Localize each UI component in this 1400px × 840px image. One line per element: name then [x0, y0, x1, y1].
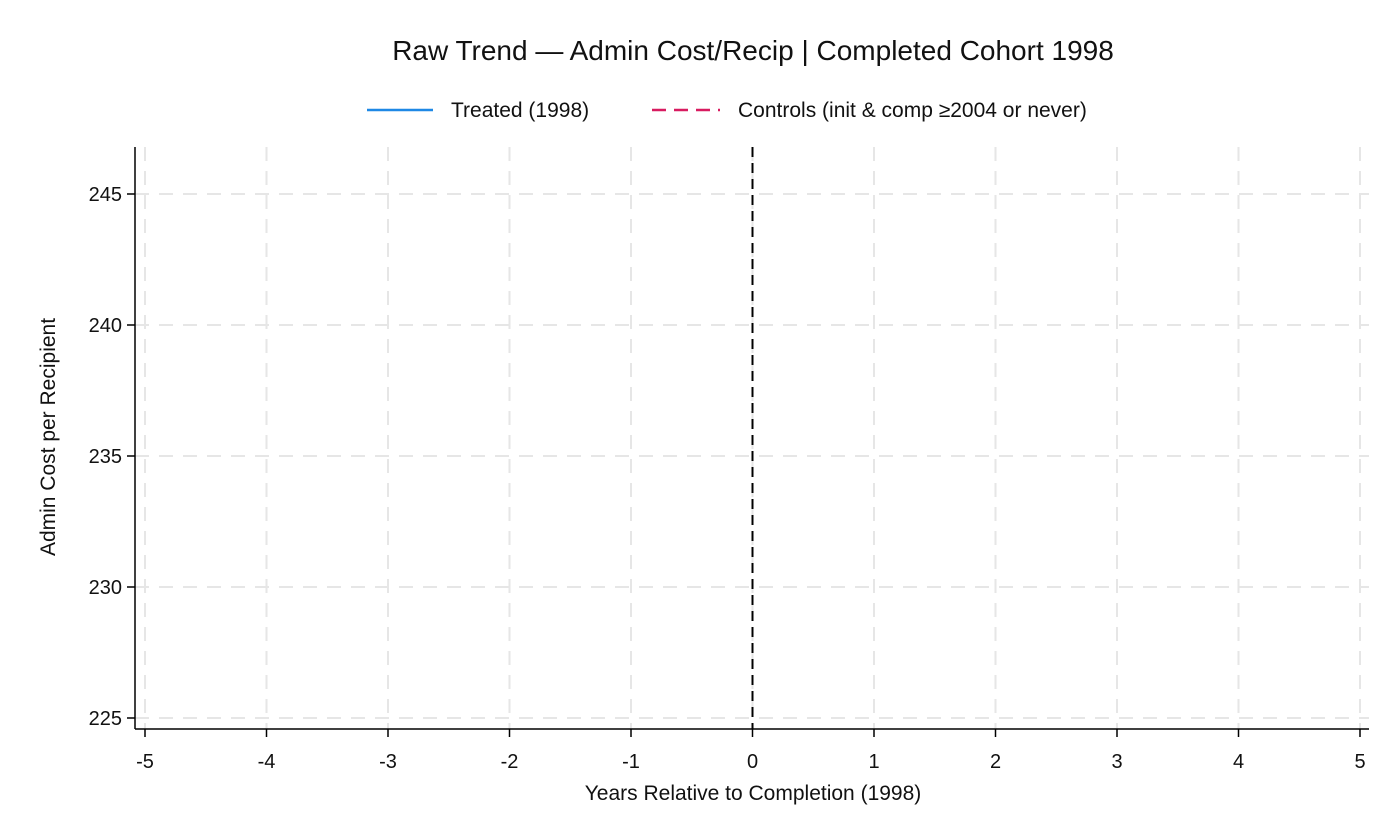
y-tick-label: 240: [89, 315, 122, 337]
y-axis-title: Admin Cost per Recipient: [37, 318, 60, 556]
x-tick-label: -1: [622, 751, 640, 773]
y-tick-label: 235: [89, 446, 122, 468]
x-tick-label: 0: [747, 751, 758, 773]
x-tick-label: 2: [990, 751, 1001, 773]
x-tick-label: 3: [1111, 751, 1122, 773]
y-tick-label: 245: [89, 184, 122, 206]
legend: Treated (1998) Controls (init & comp ≥20…: [367, 99, 1087, 122]
x-axis-ticks: -5 -4 -3 -2 -1 0 1 2 3 4 5: [136, 729, 1366, 773]
x-tick-label: 1: [868, 751, 879, 773]
y-tick-label: 230: [89, 577, 122, 599]
y-tick-label: 225: [89, 708, 122, 730]
chart-title: Raw Trend — Admin Cost/Recip | Completed…: [392, 35, 1114, 66]
legend-label-controls: Controls (init & comp ≥2004 or never): [738, 99, 1087, 122]
x-tick-label: 4: [1233, 751, 1244, 773]
x-tick-label: -2: [501, 751, 519, 773]
y-axis-ticks: 225 230 235 240 245: [89, 184, 135, 730]
x-axis-title: Years Relative to Completion (1998): [585, 782, 922, 805]
gridlines: [135, 147, 1369, 729]
x-tick-label: -4: [258, 751, 276, 773]
legend-label-treated: Treated (1998): [451, 99, 589, 122]
x-tick-label: -5: [136, 751, 154, 773]
x-tick-label: -3: [379, 751, 397, 773]
x-tick-label: 5: [1354, 751, 1365, 773]
